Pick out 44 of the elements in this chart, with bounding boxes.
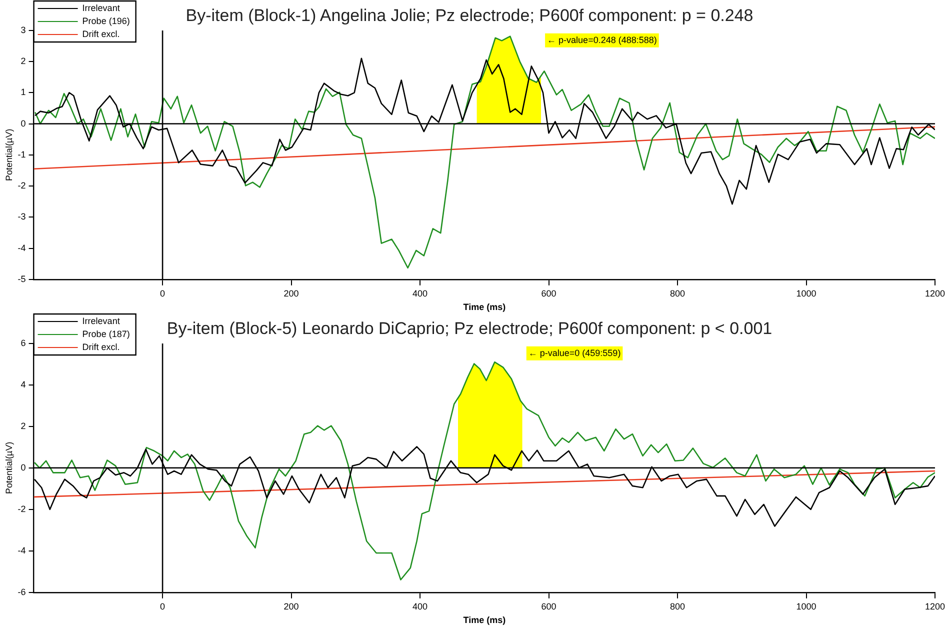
x-axis-title: Time (ms) (463, 302, 506, 312)
legend-label: Drift excl. (82, 342, 120, 352)
x-tick-label: 400 (412, 601, 428, 612)
legend-label: Probe (196) (82, 16, 130, 26)
y-axis-title: Potential(µV) (4, 442, 14, 494)
y-tick-label: 3 (20, 24, 26, 35)
x-tick-label: 1000 (796, 288, 816, 298)
y-tick-label: -2 (18, 180, 26, 191)
x-tick-label: 0 (160, 601, 166, 612)
y-tick-label: -1 (18, 149, 26, 160)
y-tick-label: -5 (18, 274, 26, 284)
y-tick-label: -6 (18, 586, 26, 597)
y-tick-label: 1 (20, 87, 26, 98)
y-tick-label: 6 (20, 338, 26, 348)
y-tick-label: -4 (18, 545, 26, 556)
x-tick-label: 200 (284, 288, 299, 298)
annotation: ← p-value=0 (459:559) (528, 348, 621, 358)
y-tick-label: 4 (20, 379, 26, 390)
y-tick-label: 0 (20, 118, 26, 128)
y-tick-label: 2 (20, 56, 26, 66)
x-tick-label: 600 (541, 601, 556, 612)
annotation: ← p-value=0.248 (488:588) (547, 34, 657, 45)
y-tick-label: -4 (18, 242, 26, 253)
chart-title: By-item (Block-1) Angelina Jolie; Pz electrode; P600f component: p = 0.248 (186, 6, 754, 25)
x-tick-label: 800 (670, 601, 686, 612)
x-tick-label: 0 (160, 288, 166, 298)
y-tick-label: -3 (18, 212, 26, 222)
y-tick-label: 2 (20, 420, 26, 431)
x-tick-label: 800 (670, 288, 686, 298)
legend-label: Irrelevant (82, 316, 120, 326)
x-tick-label: 400 (412, 288, 428, 298)
x-tick-label: 600 (541, 288, 556, 298)
x-tick-label: 200 (284, 601, 299, 612)
legend-label: Drift excl. (82, 28, 120, 39)
y-axis-title: Potential(µV) (4, 128, 14, 182)
y-tick-label: 0 (20, 462, 26, 472)
chart-title: By-item (Block-5) Leonardo DiCaprio; Pz electrode; P600f component: p < 0.001 (166, 318, 772, 338)
x-tick-label: 1200 (924, 288, 946, 298)
x-tick-label: 1000 (796, 601, 816, 612)
y-tick-label: -2 (18, 504, 26, 514)
legend-label: Irrelevant (82, 2, 120, 13)
x-axis-title: Time (ms) (463, 615, 506, 626)
legend-label: Probe (187) (82, 328, 130, 339)
x-tick-label: 1200 (924, 601, 946, 612)
